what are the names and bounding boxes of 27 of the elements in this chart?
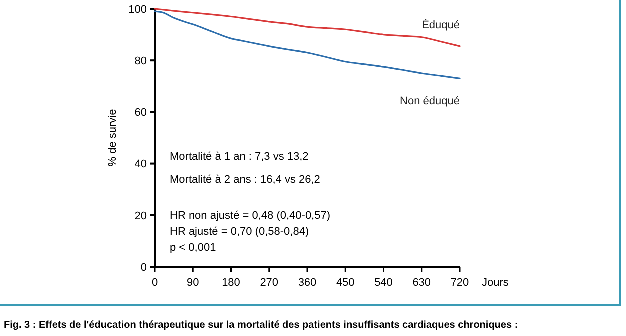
x-axis-title: Jours: [482, 277, 510, 289]
y-axis-title: % de survie: [107, 109, 119, 167]
x-tick-label: 450: [336, 277, 355, 289]
y-tick-label: 80: [134, 55, 147, 68]
x-tick-label: 180: [222, 277, 240, 289]
annotation: p < 0,001: [170, 242, 216, 254]
x-tick-label: 90: [187, 277, 200, 289]
series-label: Non éduqué: [400, 96, 460, 108]
line-series: [154, 10, 461, 80]
y-tick-label: 0: [140, 262, 147, 274]
y-tick-label: 20: [134, 210, 147, 222]
y-tick-label: 40: [134, 158, 147, 171]
caption: Fig. 3 : Effets de l'éducation thérapeutique sur la mortalité des patients insuffisants cardiaques chroniques :: [4, 320, 518, 331]
y-tick-label: 60: [134, 107, 147, 120]
annotation: HR non ajusté = 0,48 (0,40-0,57): [170, 210, 331, 222]
annotation: HR ajusté = 0,70 (0,58-0,84): [170, 226, 310, 238]
x-tick-label: 720: [450, 277, 470, 289]
x-tick-label: 540: [374, 277, 393, 289]
x-tick-label: 360: [298, 277, 317, 289]
x-tick-label: 270: [260, 277, 279, 289]
x-tick-label: 0: [152, 277, 158, 289]
line-series: [154, 8, 461, 48]
annotation: Mortalité à 2 ans : 16,4 vs 26,2: [170, 174, 320, 186]
annotation: Mortalité à 1 an : 7,3 vs 13,2: [170, 151, 309, 163]
y-tick-label: 100: [128, 4, 147, 16]
x-tick-label: 630: [412, 277, 432, 289]
series-label: Éduqué: [422, 18, 460, 32]
